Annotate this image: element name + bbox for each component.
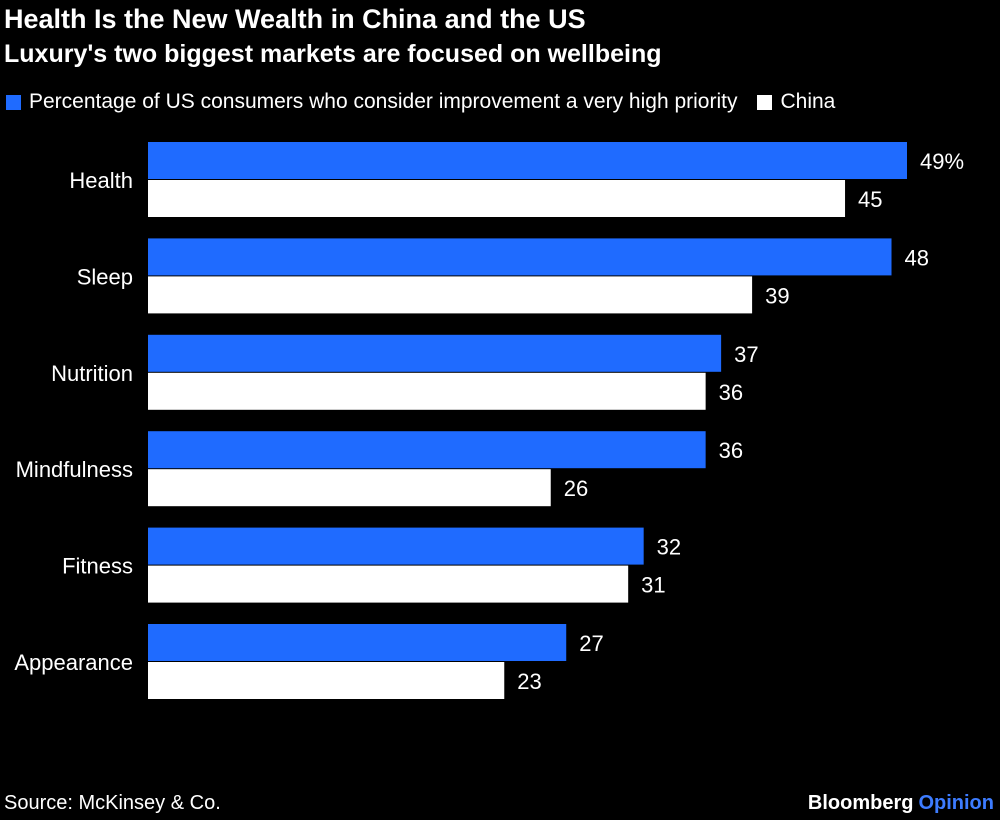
category-label: Fitness (62, 554, 133, 579)
value-label-china: 23 (517, 669, 541, 694)
legend-swatch-china (757, 94, 773, 110)
bar-us (148, 142, 907, 179)
value-label-china: 31 (641, 573, 665, 598)
brand-suffix: Opinion (918, 792, 994, 814)
category-label: Sleep (77, 264, 133, 289)
legend-label-us: Percentage of US consumers who consider … (29, 90, 738, 113)
bar-us (148, 431, 706, 469)
value-label-china: 26 (564, 476, 588, 501)
bar-china (148, 565, 629, 603)
category-label: Mindfulness (16, 457, 133, 482)
value-label-us: 36 (719, 438, 743, 463)
chart-subtitle: Luxury's two biggest markets are focused… (4, 40, 662, 68)
bar-us (148, 334, 722, 372)
category-label: Nutrition (51, 361, 133, 386)
value-label-us: 48 (905, 245, 929, 270)
value-label-us: 49% (920, 149, 964, 174)
legend: Percentage of US consumers who consider … (6, 90, 835, 114)
legend-item-us: Percentage of US consumers who consider … (6, 90, 737, 114)
bar-china (148, 180, 846, 217)
legend-item-china: China (757, 90, 835, 114)
category-label: Appearance (14, 650, 133, 675)
bar-china (148, 662, 505, 699)
source-note: Source: McKinsey & Co. (4, 792, 221, 814)
value-label-us: 37 (734, 342, 758, 367)
legend-swatch-us (6, 94, 21, 110)
value-label-china: 45 (858, 187, 882, 212)
chart-title: Health Is the New Wealth in China and th… (4, 4, 586, 34)
brand-logo: Bloomberg Opinion (808, 792, 994, 815)
value-label-china: 39 (765, 283, 789, 308)
bar-us (148, 238, 892, 276)
bar-china (148, 372, 706, 410)
value-label-us: 27 (579, 631, 603, 656)
bar-china (148, 276, 753, 314)
value-label-china: 36 (719, 380, 743, 405)
bar-china (148, 469, 551, 507)
brand-name: Bloomberg (807, 792, 914, 814)
bar-us (148, 624, 567, 661)
bar-us (148, 527, 644, 565)
legend-label-china: China (780, 90, 836, 113)
category-label: Health (69, 168, 133, 193)
value-label-us: 32 (657, 535, 681, 560)
